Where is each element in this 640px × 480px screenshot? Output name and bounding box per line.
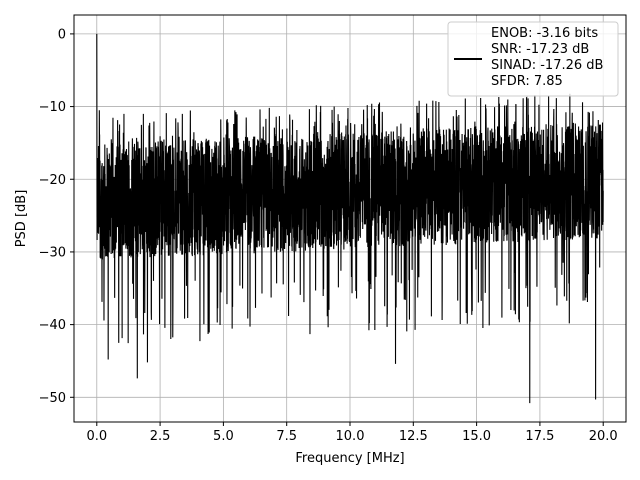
x-tick-label: 5.0 <box>213 429 234 444</box>
y-axis-ticks: 0 −10 −20 −30 −40 −50 <box>39 27 74 406</box>
y-tick-label: −50 <box>39 391 66 406</box>
psd-line <box>96 33 604 404</box>
x-axis-label: Frequency [MHz] <box>295 451 404 466</box>
legend-line-sinad: SINAD: -17.26 dB <box>491 58 603 73</box>
x-tick-label: 17.5 <box>525 429 554 444</box>
legend-line-snr: SNR: -17.23 dB <box>491 42 589 57</box>
x-tick-label: 12.5 <box>399 429 428 444</box>
x-tick-label: 2.5 <box>150 429 171 444</box>
legend-box <box>447 21 619 97</box>
legend-line-enob: ENOB: -3.16 bits <box>491 26 598 41</box>
y-tick-label: −20 <box>39 173 66 188</box>
legend-line-sfdr: SFDR: 7.85 <box>491 74 563 89</box>
y-tick-label: −30 <box>39 245 66 260</box>
x-tick-label: 20.0 <box>589 429 618 444</box>
x-tick-label: 7.5 <box>276 429 297 444</box>
y-tick-label: −40 <box>39 318 66 333</box>
x-axis-ticks: 0.0 2.5 5.0 7.5 10.0 12.5 15.0 17.5 20.0 <box>86 422 618 444</box>
x-tick-label: 15.0 <box>462 429 491 444</box>
y-axis-label: PSD [dB] <box>14 190 29 248</box>
psd-series <box>96 33 604 404</box>
x-tick-label: 0.0 <box>86 429 107 444</box>
x-tick-label: 10.0 <box>336 429 365 444</box>
y-tick-label: −10 <box>39 100 66 115</box>
y-tick-label: 0 <box>58 27 66 42</box>
legend: ENOB: -3.16 bits SNR: -17.23 dB SINAD: -… <box>447 21 619 97</box>
